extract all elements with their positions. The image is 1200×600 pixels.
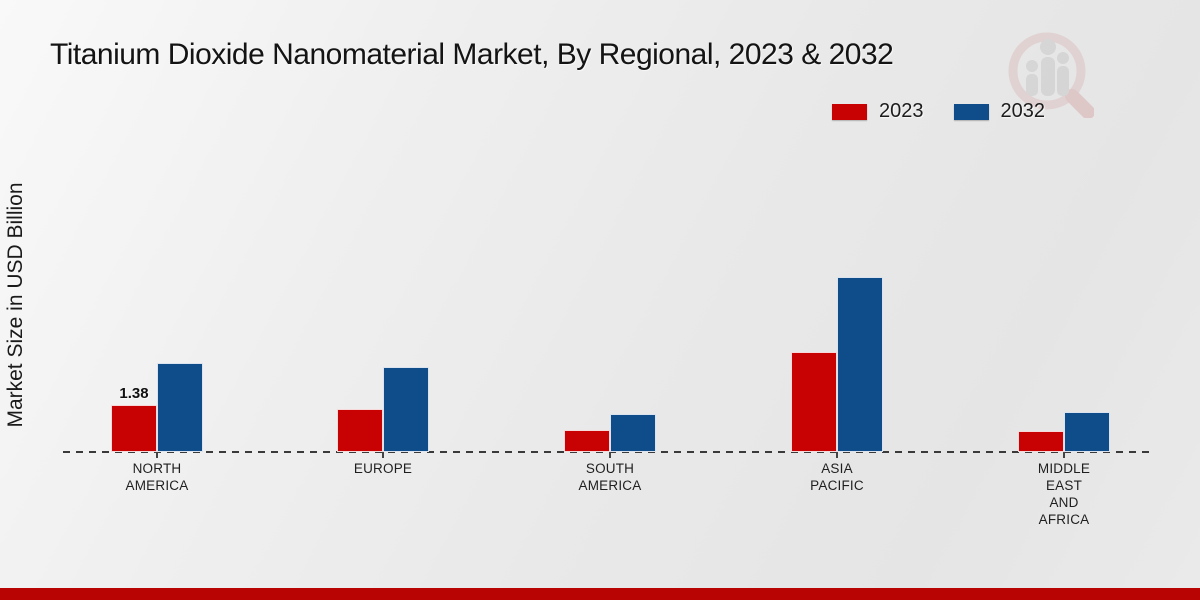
legend-item-2023: 2023 bbox=[832, 100, 924, 123]
x-axis-tick bbox=[382, 452, 384, 458]
bar-2032-south-america bbox=[610, 414, 656, 452]
legend-label-2023: 2023 bbox=[879, 100, 924, 122]
legend-swatch-2032 bbox=[953, 103, 989, 120]
x-axis-tick bbox=[609, 452, 611, 458]
y-axis-label: Market Size in USD Billion bbox=[4, 182, 27, 428]
legend-item-2032: 2032 bbox=[953, 100, 1046, 123]
x-axis-label-asia-pacific: ASIA PACIFIC bbox=[810, 461, 864, 493]
bar-2023-europe bbox=[337, 409, 383, 452]
x-axis-tick bbox=[156, 452, 158, 458]
bar-value-label: 1.38 bbox=[119, 385, 149, 402]
x-axis-label-europe: EUROPE bbox=[353, 461, 413, 476]
bar-2032-asia-pacific bbox=[837, 277, 883, 452]
x-axis-tick bbox=[1063, 452, 1065, 458]
legend-swatch-2023 bbox=[832, 103, 867, 120]
bar-2023-middle-east-and-africa bbox=[1018, 431, 1064, 452]
x-axis-label-north-america: NORTH AMERICA bbox=[125, 461, 189, 493]
x-axis-label-south-america: SOUTH AMERICA bbox=[578, 461, 642, 493]
legend-label-2032: 2032 bbox=[1000, 100, 1046, 122]
bar-2032-north-america bbox=[157, 363, 203, 452]
chart-title: Titanium Dioxide Nanomaterial Market, By… bbox=[50, 38, 894, 71]
magnifier-chart-icon bbox=[1008, 32, 1095, 119]
x-axis-tick bbox=[836, 452, 838, 458]
bar-2023-south-america bbox=[564, 430, 610, 452]
bar-2032-europe bbox=[383, 367, 429, 452]
bar-2023-asia-pacific bbox=[791, 352, 837, 452]
bar-2032-middle-east-and-africa bbox=[1064, 412, 1110, 452]
x-axis-label-middle-east-and-africa: MIDDLE EAST AND AFRICA bbox=[1037, 461, 1091, 527]
legend: 2023 2032 bbox=[832, 100, 1045, 123]
watermark-logo bbox=[1006, 30, 1095, 119]
footer-accent-bar bbox=[0, 588, 1200, 600]
bar-2023-north-america bbox=[111, 405, 157, 452]
